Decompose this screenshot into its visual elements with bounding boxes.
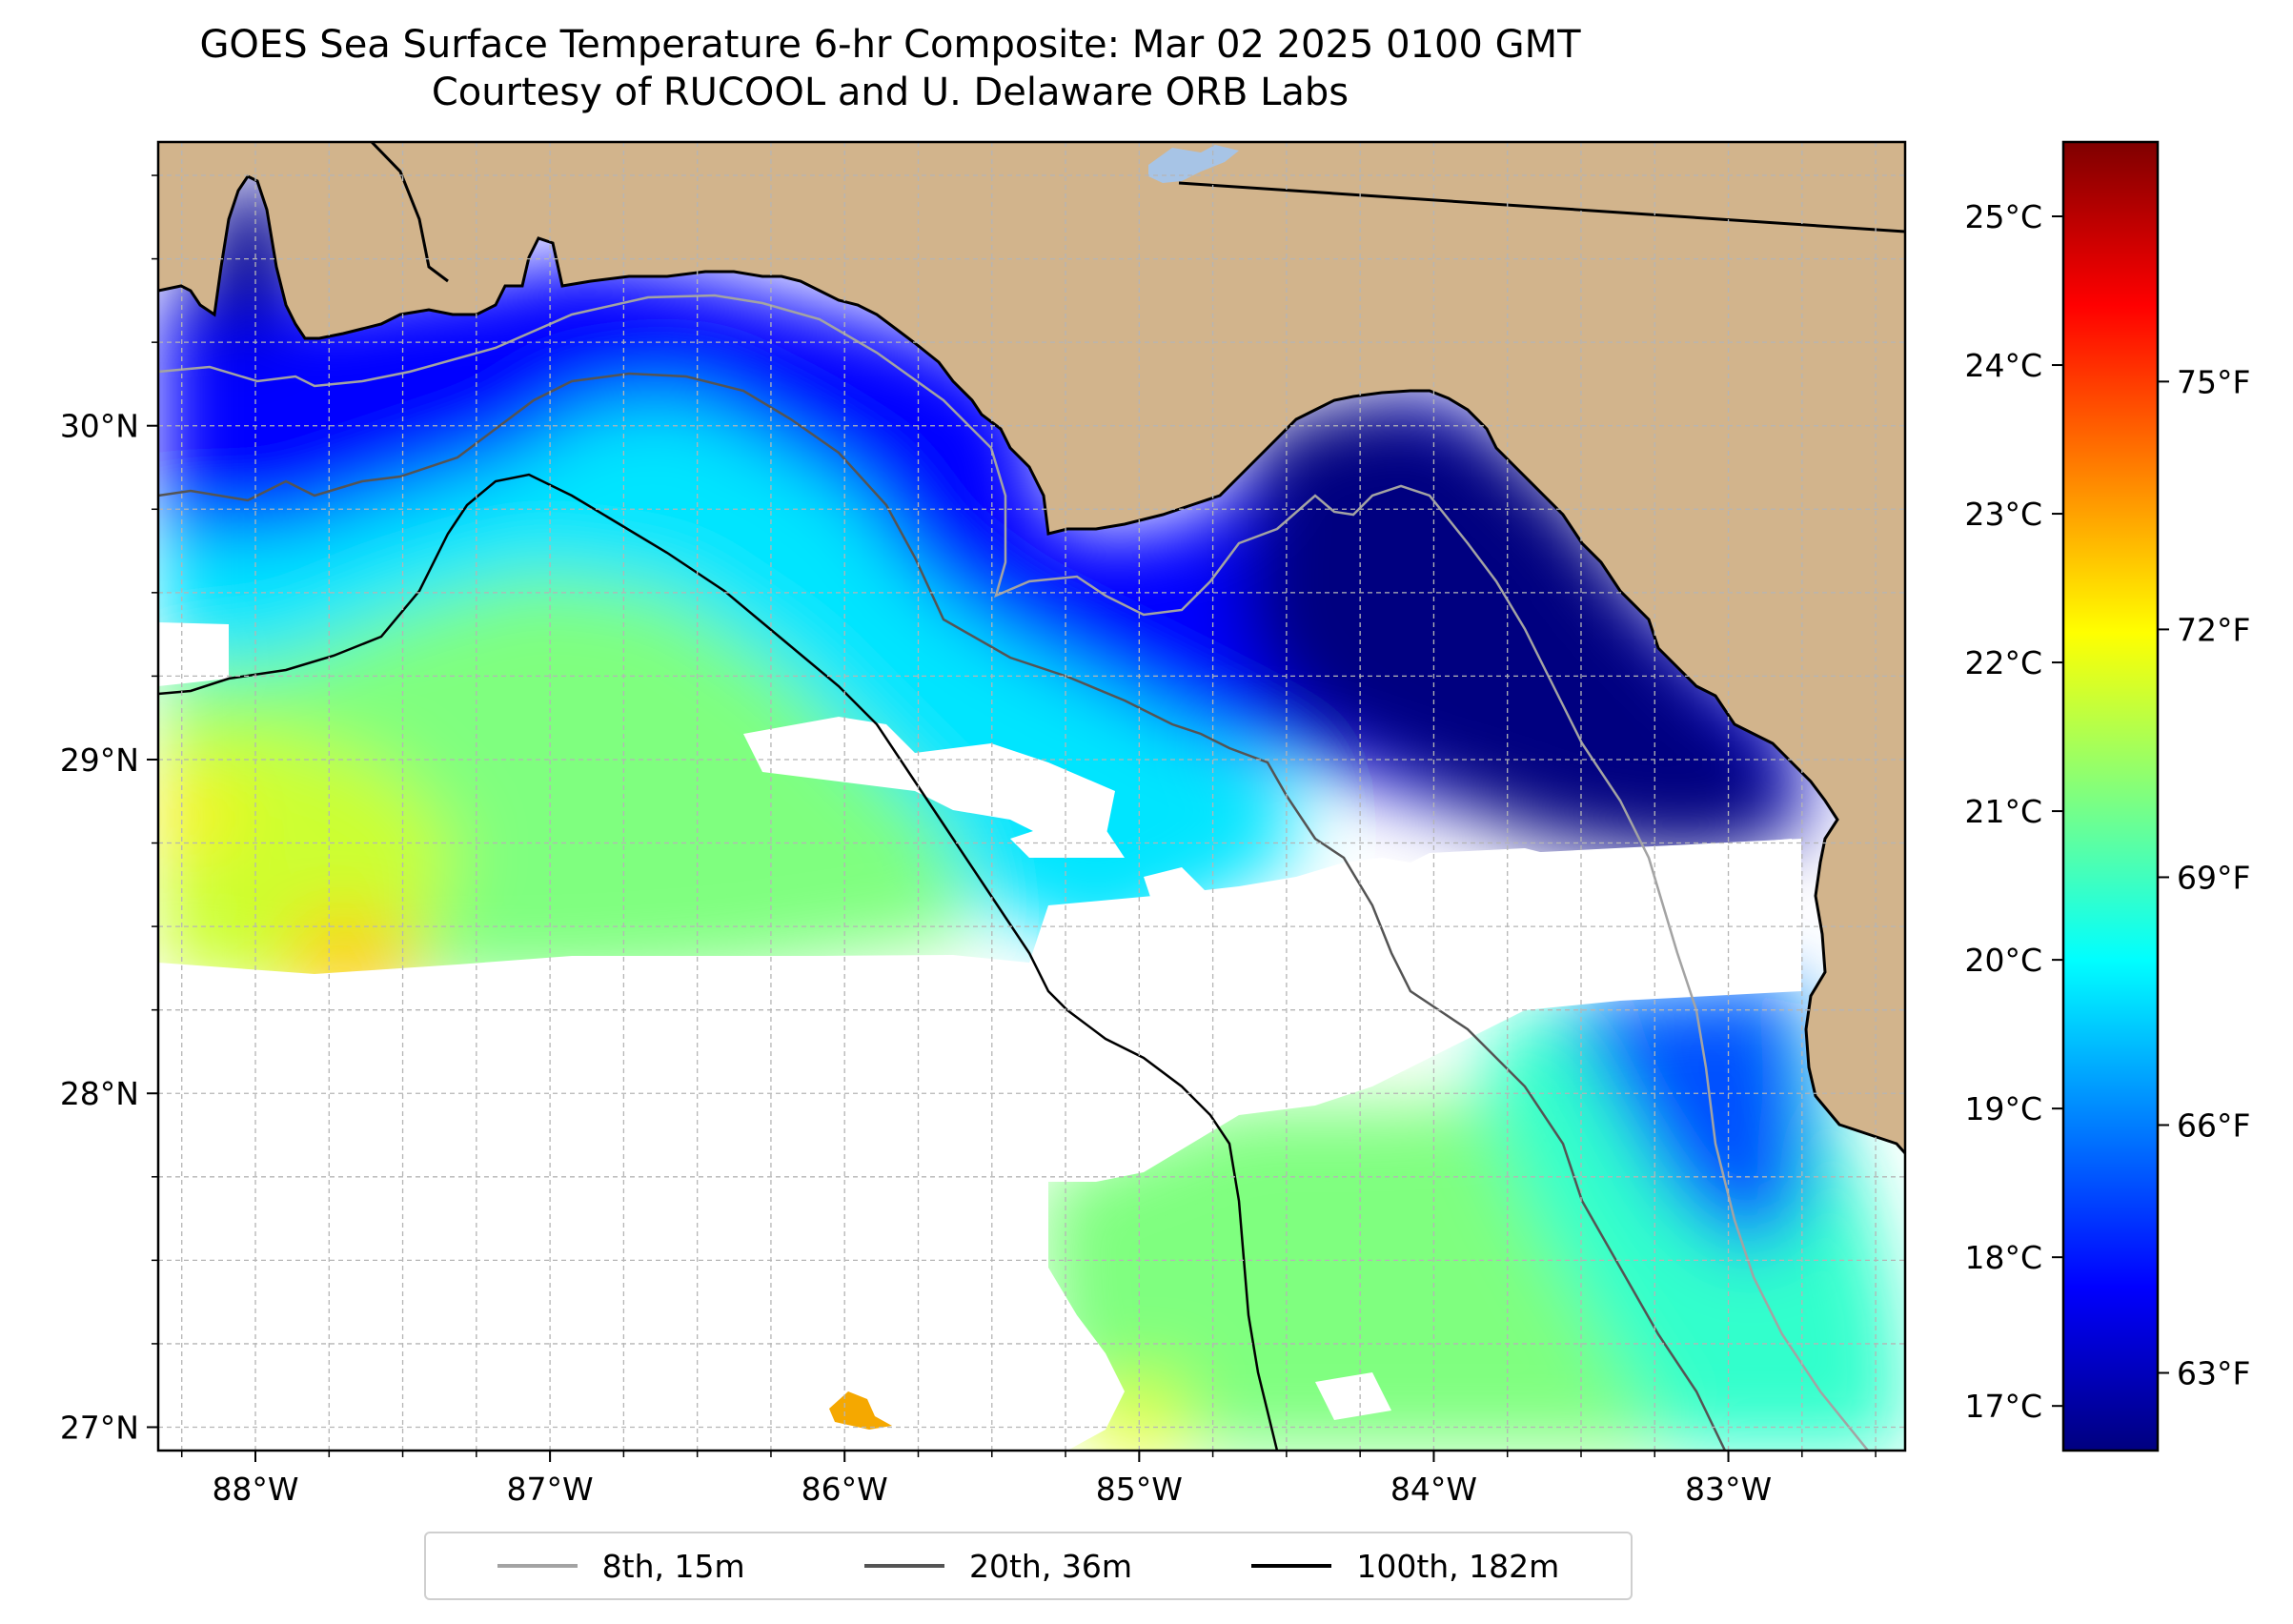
- lon-tick-label: 85°W: [1096, 1471, 1183, 1508]
- legend-entry-36m: 20th, 36m: [864, 1548, 1132, 1585]
- colorbar-ticks: 17°C 18°C 19°C 20°C 21°C 22°C 23°C 24°C 25°C 63°F…: [1964, 198, 2250, 1425]
- celsius-tick-label: 19°C: [1964, 1090, 2042, 1127]
- state-boundary-west: [370, 142, 449, 283]
- axis-ticks: 88°W 87°W 86°W 85°W 84°W 83°W 30°N 29°N 28°N 27°N: [60, 174, 1877, 1508]
- fahrenheit-tick-label: 63°F: [2177, 1355, 2250, 1392]
- lon-tick-label: 84°W: [1390, 1471, 1477, 1508]
- lon-tick-label: 83°W: [1685, 1471, 1772, 1508]
- no-data-west-cloud: [158, 622, 229, 686]
- title-line-2: Courtesy of RUCOOL and U. Delaware ORB L…: [431, 71, 1349, 114]
- legend-entry-182m: 100th, 182m: [1251, 1548, 1559, 1585]
- isobath-36m: [158, 372, 1727, 1451]
- sst-warm-core: [162, 782, 238, 848]
- legend-line-15m: [497, 1564, 578, 1568]
- map-frame: [156, 140, 1907, 1452]
- sst-darkest-big-bend: [1239, 400, 1792, 858]
- celsius-tick-label: 17°C: [1964, 1388, 2042, 1425]
- lon-tick-label: 87°W: [507, 1471, 594, 1508]
- isobath-15m: [158, 294, 1869, 1451]
- lake: [1148, 145, 1239, 183]
- fahrenheit-tick-label: 72°F: [2177, 611, 2250, 648]
- no-data-mid-cloud-1: [743, 717, 1115, 839]
- no-data-areas: [158, 622, 1801, 1451]
- title-line-1: GOES Sea Surface Temperature 6-hr Compos…: [199, 23, 1581, 67]
- fahrenheit-tick-label: 69°F: [2177, 859, 2250, 896]
- no-data-south-large: [158, 839, 1792, 1451]
- legend-label-182m: 100th, 182m: [1356, 1547, 1560, 1585]
- lat-tick-label: 29°N: [60, 741, 139, 779]
- celsius-tick-label: 20°C: [1964, 942, 2042, 979]
- state-boundary: [1178, 181, 1905, 233]
- map-grid: [158, 142, 1905, 1451]
- lon-tick-label: 88°W: [212, 1471, 298, 1508]
- map-title: GOES Sea Surface Temperature 6-hr Compos…: [0, 21, 1780, 116]
- legend-line-36m: [864, 1564, 944, 1568]
- map-area: [158, 142, 1905, 1451]
- legend-label-15m: 8th, 15m: [601, 1547, 745, 1585]
- lat-tick-label: 27°N: [60, 1409, 139, 1446]
- celsius-tick-label: 22°C: [1964, 644, 2042, 681]
- coastline: [158, 174, 1905, 1155]
- fahrenheit-tick-label: 66°F: [2177, 1106, 2250, 1144]
- legend-entry-15m: 8th, 15m: [497, 1548, 745, 1585]
- isobath-182m: [158, 473, 1279, 1451]
- legend-label-36m: 20th, 36m: [969, 1547, 1132, 1585]
- fahrenheit-tick-label: 75°F: [2177, 363, 2250, 400]
- no-data-south-spot: [1315, 1372, 1391, 1420]
- no-data-east-strip: [1410, 839, 1801, 1010]
- celsius-tick-label: 18°C: [1964, 1239, 2042, 1276]
- celsius-tick-label: 21°C: [1964, 793, 2042, 830]
- colorbar-gradient: [2061, 140, 2160, 1452]
- colorbar: 17°C 18°C 19°C 20°C 21°C 22°C 23°C 24°C 25°C 63°F…: [1964, 140, 2250, 1452]
- celsius-tick-label: 23°C: [1964, 496, 2042, 533]
- sst-south-east-blue: [1563, 982, 1811, 1258]
- celsius-tick-label: 24°C: [1964, 347, 2042, 384]
- land-mass: [158, 142, 1905, 1153]
- legend-line-182m: [1251, 1564, 1332, 1568]
- lat-tick-label: 28°N: [60, 1075, 139, 1112]
- isobath-legend: 8th, 15m 20th, 36m 100th, 182m: [424, 1532, 1633, 1600]
- lon-tick-label: 86°W: [802, 1471, 888, 1508]
- celsius-tick-label: 25°C: [1964, 198, 2042, 235]
- no-data-mid-cloud-2: [1010, 820, 1125, 858]
- lat-tick-label: 30°N: [60, 408, 139, 445]
- no-data-middle-blocks: [1144, 867, 1210, 915]
